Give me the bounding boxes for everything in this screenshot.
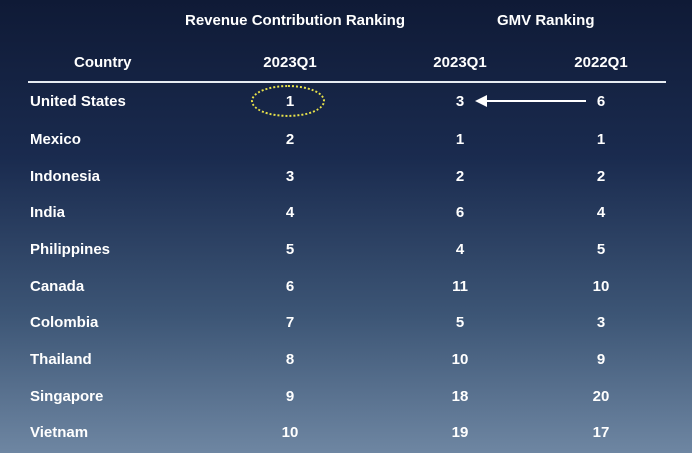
gmv-2022q1-cell: 20: [592, 388, 610, 405]
country-cell: Thailand: [30, 351, 92, 368]
gmv-2022q1-cell: 1: [596, 131, 606, 148]
revenue-rank-cell: 6: [285, 278, 295, 295]
gmv-2022q1-cell: 6: [596, 93, 606, 110]
header-divider: [28, 81, 666, 83]
revenue-rank-cell: 10: [281, 424, 299, 441]
revenue-rank-cell: 2: [285, 131, 295, 148]
table-row: Philippines 5 4 5: [0, 235, 692, 265]
table-row: Colombia 7 5 3: [0, 308, 692, 338]
table-row: United States 1 3 6: [0, 87, 692, 117]
gmv-2022q1-cell: 3: [596, 314, 606, 331]
country-cell: United States: [30, 93, 126, 110]
country-cell: Indonesia: [30, 168, 101, 185]
country-cell: Canada: [30, 278, 85, 295]
header-revenue-contribution-ranking: Revenue Contribution Ranking: [185, 12, 406, 29]
country-cell: Vietnam: [30, 424, 89, 441]
country-cell: India: [30, 204, 66, 221]
gmv-2023q1-cell: 18: [451, 388, 469, 405]
table-row: Mexico 2 1 1: [0, 125, 692, 155]
gmv-2023q1-cell: 19: [451, 424, 469, 441]
gmv-2022q1-cell: 5: [596, 241, 606, 258]
header-gmv-2023q1: 2023Q1: [433, 54, 487, 71]
country-cell: Singapore: [30, 388, 104, 405]
gmv-2023q1-cell: 4: [455, 241, 465, 258]
gmv-2022q1-cell: 17: [592, 424, 610, 441]
table-row: Canada 6 11 10: [0, 272, 692, 302]
gmv-2022q1-cell: 2: [596, 168, 606, 185]
gmv-2023q1-cell: 2: [455, 168, 465, 185]
revenue-rank-cell: 3: [285, 168, 295, 185]
gmv-2022q1-cell: 4: [596, 204, 606, 221]
table-row: Thailand 8 10 9: [0, 345, 692, 375]
header-revenue-2023q1: 2023Q1: [263, 54, 317, 71]
revenue-rank-cell: 7: [285, 314, 295, 331]
revenue-rank-cell: 5: [285, 241, 295, 258]
gmv-2022q1-cell: 9: [596, 351, 606, 368]
gmv-2023q1-cell: 10: [451, 351, 469, 368]
highlight-oval: [251, 85, 325, 117]
gmv-2023q1-cell: 11: [452, 278, 468, 295]
country-cell: Mexico: [30, 131, 81, 148]
gmv-2022q1-cell: 10: [592, 278, 610, 295]
gmv-2023q1-cell: 3: [455, 93, 465, 110]
revenue-rank-cell: 8: [285, 351, 295, 368]
header-gmv-2022q1: 2022Q1: [574, 54, 628, 71]
table-row: Vietnam 10 19 17: [0, 418, 692, 448]
table-row: Indonesia 3 2 2: [0, 162, 692, 192]
header-gmv-ranking: GMV Ranking: [497, 12, 595, 29]
gmv-2023q1-cell: 5: [455, 314, 465, 331]
revenue-rank-cell: 9: [285, 388, 295, 405]
country-cell: Philippines: [30, 241, 111, 258]
gmv-2023q1-cell: 6: [455, 204, 465, 221]
rank-change-arrow-icon: [475, 95, 586, 107]
country-cell: Colombia: [30, 314, 99, 331]
gmv-2023q1-cell: 1: [455, 131, 465, 148]
table-row: Singapore 9 18 20: [0, 382, 692, 412]
table-row: India 4 6 4: [0, 198, 692, 228]
header-country: Country: [74, 54, 132, 71]
revenue-rank-cell: 4: [285, 204, 295, 221]
